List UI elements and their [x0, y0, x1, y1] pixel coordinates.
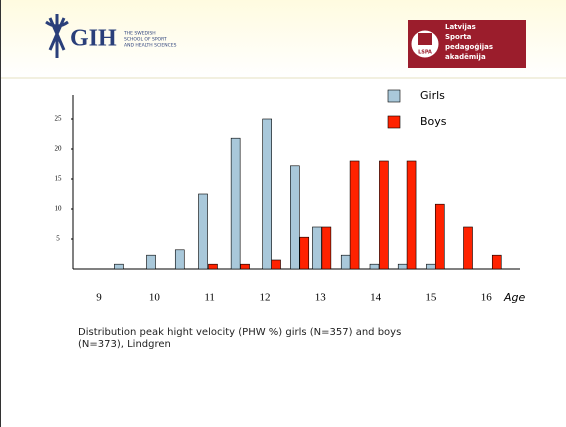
x-axis-label: Age	[503, 291, 526, 304]
caption: (N=373), Lindgren	[78, 339, 171, 350]
bar	[299, 236, 310, 270]
bar	[434, 203, 445, 270]
logo-text: akadēmija	[445, 53, 486, 61]
x-tick-label: 12	[259, 292, 270, 304]
badge-icon	[418, 33, 432, 45]
bar	[349, 160, 360, 270]
logo-text: THE SWEDISH	[123, 31, 156, 37]
bar	[491, 254, 502, 270]
bar	[426, 263, 436, 270]
legend-label: Boys	[420, 115, 447, 128]
bar	[208, 263, 218, 270]
legend-swatch	[387, 115, 401, 129]
gih-logo: GIH THE SWEDISH SCHOOL OF SPORT AND HEAL…	[45, 14, 177, 58]
legend-swatch	[387, 89, 401, 103]
y-tick-label: 5	[56, 235, 60, 243]
chart: 5 10 15 20 25 9 10 11 12 13 14 15 16 Age Girls Boys	[55, 89, 526, 304]
bar	[198, 193, 208, 270]
bar	[290, 165, 300, 270]
bar	[146, 254, 156, 270]
logo-text: Sporta	[445, 33, 472, 41]
bar	[114, 263, 124, 270]
y-tick-label: 15	[55, 175, 63, 183]
bar	[397, 263, 408, 270]
bar	[262, 118, 272, 270]
bar	[379, 160, 389, 270]
logo-text: pedagoģijas	[445, 43, 493, 51]
x-tick-label: 10	[149, 292, 161, 304]
bar	[406, 160, 417, 270]
logo-name: GIH	[70, 26, 117, 52]
x-tick-label: 14	[370, 292, 382, 304]
bar	[369, 263, 380, 270]
bar	[312, 226, 322, 270]
y-tick-label: 25	[55, 115, 63, 123]
bar	[340, 254, 351, 270]
legend-label: Girls	[420, 89, 445, 102]
x-tick-label: 9	[96, 292, 102, 304]
y-tick-label: 10	[55, 205, 63, 213]
x-tick-label: 16	[481, 292, 493, 304]
crown-icon	[45, 14, 69, 58]
logo-text: AND HEALTH SCIENCES	[124, 43, 177, 49]
bar	[321, 226, 332, 270]
bar	[240, 263, 250, 270]
bar	[271, 259, 281, 270]
caption: Distribution peak hight velocity (PHW %)…	[78, 327, 401, 338]
bar	[463, 226, 473, 270]
logo-text: SCHOOL OF SPORT	[124, 37, 167, 43]
x-tick-label: 15	[425, 292, 437, 304]
badge-text: LSPA	[418, 50, 432, 56]
x-tick-label: 11	[204, 292, 215, 304]
lspa-logo: LSPA Latvijas Sporta pedagoģijas akadēmi…	[408, 20, 526, 68]
bar	[174, 249, 185, 270]
logo-text: Latvijas	[445, 23, 476, 31]
x-tick-label: 13	[315, 292, 327, 304]
y-tick-label: 20	[55, 145, 63, 153]
bar	[230, 137, 241, 270]
